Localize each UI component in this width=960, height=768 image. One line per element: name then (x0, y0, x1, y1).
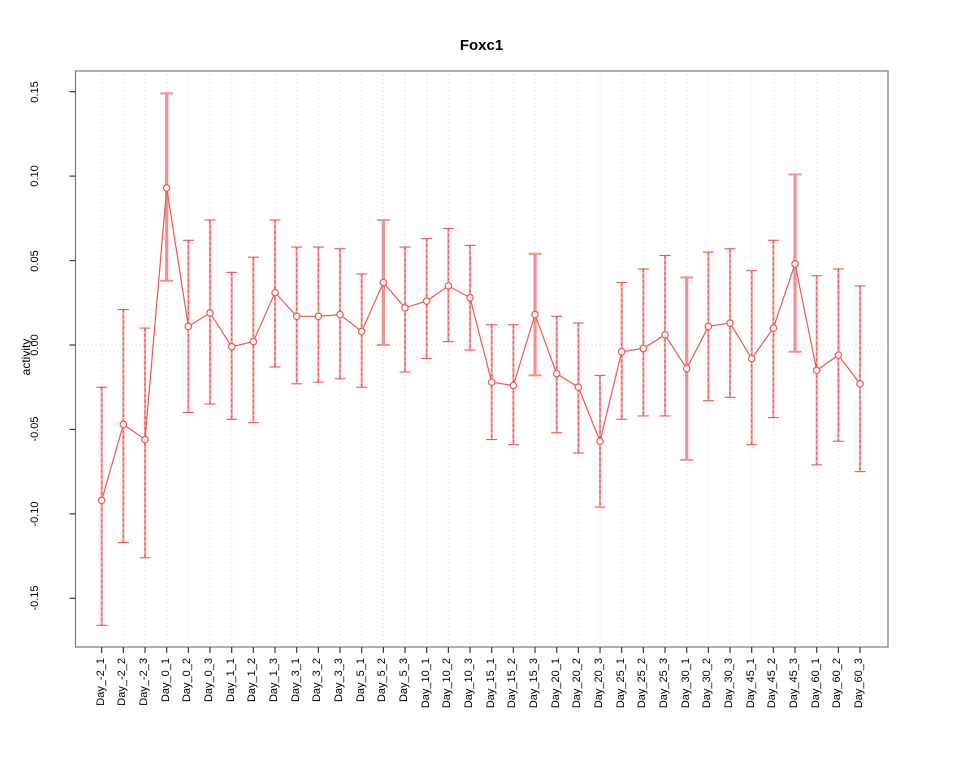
x-tick-label: Day_60_2 (831, 658, 844, 709)
data-point-marker (834, 351, 843, 359)
data-point-marker (97, 496, 106, 505)
x-tick-label: Day_10_3 (463, 658, 476, 709)
data-point-marker (487, 378, 496, 386)
x-tick-label: Day_15_1 (484, 658, 497, 709)
data-point-marker (379, 278, 388, 287)
data-point-marker (596, 437, 604, 446)
data-point-marker (357, 327, 366, 336)
x-tick-label: Day_5_2 (376, 658, 389, 703)
data-point-marker (141, 435, 149, 444)
data-point-marker (617, 347, 626, 356)
data-point-marker (249, 337, 258, 346)
x-tick-label: Day_5_3 (398, 658, 411, 703)
x-tick-label: Day_1_1 (224, 658, 237, 703)
x-tick-label: Day_30_3 (723, 658, 736, 709)
data-point-marker (812, 366, 821, 375)
x-tick-label: Day_0_3 (203, 658, 216, 703)
data-point-marker (856, 380, 864, 388)
x-tick-label: Day_0_2 (181, 658, 194, 703)
data-point-marker (747, 354, 756, 363)
x-tick-label: Day_25_2 (636, 658, 649, 709)
chart-title: Foxc1 (459, 37, 504, 54)
x-tick-label: Day_-2_2 (116, 658, 129, 706)
x-tick-label: Day_-2_3 (138, 658, 151, 706)
y-tick-label: 0.15 (29, 80, 41, 103)
data-point-marker (682, 364, 691, 373)
data-point-marker (227, 342, 236, 351)
x-tick-label: Day_20_2 (571, 658, 584, 709)
x-tick-label: Day_60_3 (853, 658, 866, 709)
y-tick-label: 0.05 (29, 249, 41, 272)
x-tick-label: Day_20_1 (549, 658, 562, 709)
data-point-marker (271, 288, 279, 297)
data-point-marker (531, 310, 539, 319)
data-point-marker (661, 331, 669, 339)
data-point-marker (466, 293, 474, 302)
data-point-marker (639, 344, 648, 353)
data-point-marker (206, 309, 214, 317)
chart-container: Foxc1 activity 0.15 0.10 0.05 0.00 -0.05 -0.1… (19, 37, 889, 708)
x-tick-label: Day_20_3 (593, 658, 606, 709)
data-point-marker (162, 184, 171, 192)
x-tick-label: Day_15_3 (528, 658, 541, 709)
data-line (101, 187, 861, 501)
x-tick-label: Day_60_1 (809, 658, 822, 709)
data-point-marker (791, 260, 799, 268)
x-tick-label: Day_10_2 (441, 658, 454, 709)
data-point-marker (422, 297, 431, 305)
x-tick-label: Day_5_1 (354, 658, 367, 703)
x-tick-label: Day_45_3 (788, 658, 801, 709)
x-tick-label: Day_1_3 (268, 658, 281, 703)
plot-box (74, 70, 889, 648)
plot-svg (69, 70, 889, 653)
x-tick-label: Day_3_3 (333, 658, 346, 703)
x-tick-label: Day_-2_1 (94, 658, 107, 706)
x-tick-label: Day_30_2 (701, 658, 714, 709)
data-point-marker (119, 420, 128, 429)
data-point-marker (726, 319, 734, 327)
y-tick-label: -0.15 (29, 585, 41, 611)
x-tick-label: Day_0_1 (159, 658, 172, 703)
x-tick-label: Day_1_2 (246, 658, 259, 703)
x-tick-label: Day_15_2 (506, 658, 519, 709)
x-tick-label: Day_45_1 (744, 658, 757, 709)
y-tick-label: -0.10 (29, 501, 41, 527)
x-tick-label: Day_25_1 (614, 658, 627, 709)
y-tick-label: 0.10 (29, 165, 41, 187)
y-tick-label: -0.05 (29, 416, 41, 442)
data-point-marker (444, 282, 453, 290)
x-tick-label: Day_30_1 (679, 658, 692, 709)
data-point-marker (336, 310, 344, 319)
x-tick-label: Day_3_1 (289, 658, 302, 703)
data-point-marker (574, 383, 583, 392)
data-point-marker (401, 304, 409, 312)
data-point-marker (292, 312, 301, 321)
data-point-marker (704, 322, 713, 331)
data-point-marker (552, 369, 561, 378)
data-point-marker (314, 312, 323, 321)
data-point-marker (184, 322, 193, 331)
data-point-marker (509, 381, 518, 390)
x-tick-label: Day_45_2 (766, 658, 779, 709)
x-tick-label: Day_3_2 (311, 658, 324, 703)
x-tick-label: Day_25_3 (658, 658, 671, 709)
y-tick-label: 0.00 (29, 334, 41, 356)
data-point-marker (769, 324, 778, 332)
x-tick-label: Day_10_1 (419, 658, 432, 709)
